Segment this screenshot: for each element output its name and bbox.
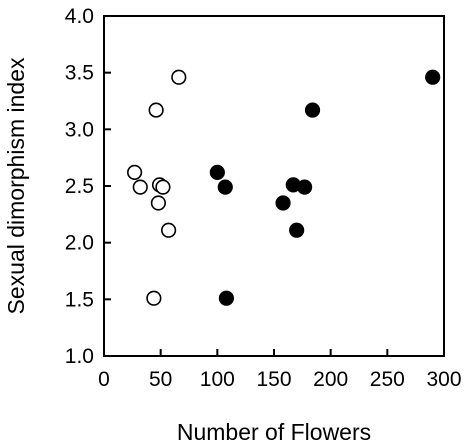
x-tick-label: 250 [370, 368, 405, 391]
y-tick-label: 1.5 [65, 288, 94, 311]
open-data-point [155, 179, 171, 195]
y-tick-label: 3.0 [65, 118, 94, 141]
open-data-point [127, 164, 143, 180]
filled-data-point [218, 290, 234, 306]
x-tick-label: 100 [200, 368, 235, 391]
filled-data-point [217, 179, 233, 195]
filled-data-point [425, 69, 441, 85]
y-tick-label: 2.5 [65, 175, 94, 198]
x-tick-label: 200 [313, 368, 348, 391]
filled-data-point [209, 164, 225, 180]
x-tick-label: 300 [426, 368, 461, 391]
y-tick-label: 1.0 [65, 345, 94, 368]
x-axis-title: Number of Flowers [177, 419, 371, 445]
filled-data-point [289, 222, 305, 238]
y-axis-title: Sexual dimorphism index [3, 57, 29, 314]
open-data-point [146, 290, 162, 306]
open-data-point [132, 179, 148, 195]
filled-data-point [304, 102, 321, 118]
filled-data-point [275, 195, 291, 211]
y-tick-label: 4.0 [65, 5, 94, 28]
data-points [127, 69, 441, 306]
open-data-point [161, 222, 177, 238]
x-tick-label: 150 [256, 368, 291, 391]
open-data-point [148, 102, 164, 118]
y-tick-label: 3.5 [65, 62, 94, 85]
axis-ticks: 0 50 100 150 200 250 300 1.0 1.5 2.0 2.5 3.0 3.5 4.0 [65, 5, 462, 391]
filled-data-point [297, 179, 313, 195]
x-tick-label: 50 [149, 368, 172, 391]
y-tick-label: 2.0 [65, 232, 94, 255]
open-data-point [150, 195, 166, 211]
open-data-point [171, 69, 187, 85]
x-tick-label: 0 [98, 368, 110, 391]
